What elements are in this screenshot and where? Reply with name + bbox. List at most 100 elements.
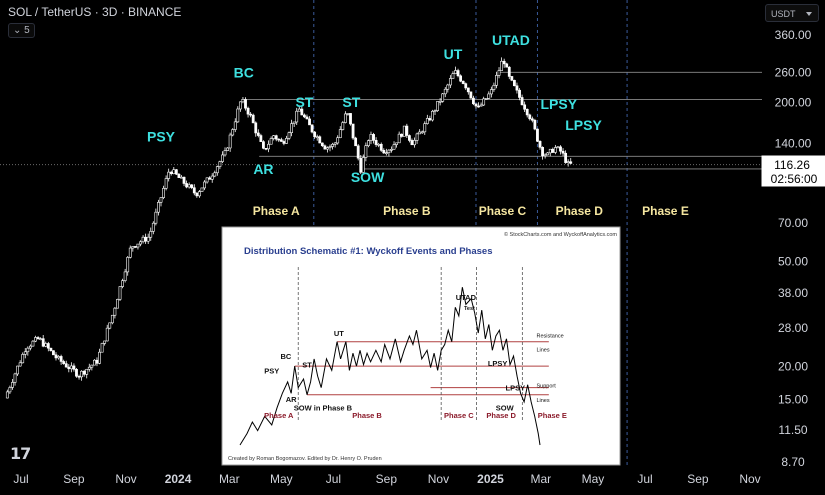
candle-body <box>551 148 555 153</box>
candle-body <box>113 307 117 316</box>
candle-body <box>441 93 445 102</box>
inset-background <box>221 226 621 466</box>
candle-body <box>231 129 235 136</box>
candle-body <box>566 161 570 164</box>
y-tick-label: 260.00 <box>775 65 812 79</box>
candle-body <box>505 63 509 68</box>
candle-body <box>328 146 332 148</box>
candle-body <box>228 134 232 149</box>
candle-body <box>487 93 491 99</box>
candle-body <box>466 87 470 93</box>
candle-body <box>559 146 562 152</box>
candle-body <box>338 129 342 139</box>
candle-body <box>384 152 388 154</box>
candle-body <box>39 338 43 340</box>
candle-body <box>402 125 406 137</box>
candle-body <box>210 175 214 180</box>
candle-body <box>372 134 375 141</box>
candle-body <box>272 135 276 139</box>
candle-body <box>208 177 212 180</box>
candle-body <box>226 147 229 151</box>
candle-body <box>438 101 442 103</box>
candle-body <box>182 176 186 184</box>
candle-body <box>200 187 204 192</box>
candle-body <box>195 192 199 197</box>
x-tick-label: Nov <box>115 472 136 486</box>
candle-body <box>500 60 503 71</box>
candle-body <box>213 172 217 177</box>
candle-body <box>34 337 37 342</box>
candle-body <box>285 138 288 144</box>
candle-body <box>82 370 86 375</box>
wyckoff-event-label: PSY <box>147 129 176 145</box>
candle-body <box>80 370 84 378</box>
inset-line-label: Lines <box>536 398 549 404</box>
candle-body <box>374 140 378 145</box>
candle-body <box>128 247 132 258</box>
x-tick-label: Jul <box>326 472 341 486</box>
inset-line-label: Resistance <box>536 333 563 339</box>
candle-body <box>249 113 253 116</box>
candle-body <box>192 187 196 194</box>
candle-body <box>569 161 573 164</box>
event-labels: PSY BC AR ST ST SOW UT UTAD LPSY LPSY <box>147 32 602 185</box>
candle-body <box>21 354 25 364</box>
inset-event-label: BC <box>280 352 291 361</box>
x-tick-label: May <box>582 472 605 486</box>
candles <box>5 57 573 399</box>
symbol-title[interactable]: SOL / TetherUS · 3D · BINANCE <box>8 5 182 19</box>
candle-body <box>46 343 50 349</box>
y-tick-label: 20.00 <box>778 360 808 374</box>
candle-body <box>451 73 455 79</box>
candle-body <box>241 99 245 103</box>
candle-body <box>62 361 66 364</box>
inset-event-label: LPSY <box>488 359 508 368</box>
candle-body <box>387 149 391 153</box>
candle-body <box>54 354 58 359</box>
y-tick-label: 70.00 <box>778 216 808 230</box>
candle-body <box>333 142 337 145</box>
candle-body <box>126 257 130 273</box>
candle-body <box>123 271 127 281</box>
candle-body <box>297 108 301 112</box>
candle-body <box>382 150 386 154</box>
inset-phase-label: Phase A <box>264 411 294 420</box>
phase-label: Phase E <box>642 204 689 218</box>
price-axis[interactable]: 360.00260.00200.00140.00100.0070.0050.00… <box>775 28 812 469</box>
candle-body <box>431 110 434 121</box>
candle-body <box>354 137 358 147</box>
inset-price-path <box>239 287 541 446</box>
candle-body <box>52 350 55 356</box>
x-tick-label: Sep <box>687 472 709 486</box>
candle-body <box>397 133 401 144</box>
level-lines <box>0 71 762 170</box>
candle-body <box>367 140 370 146</box>
indicator-toggle[interactable]: ⌄ 5 <box>8 23 35 38</box>
y-tick-label: 200.00 <box>775 95 812 109</box>
candle-body <box>279 139 283 142</box>
candle-body <box>343 113 347 123</box>
candle-body <box>433 110 437 112</box>
candle-body <box>218 161 222 167</box>
candle-body <box>308 118 311 126</box>
candle-body <box>356 145 360 159</box>
candle-body <box>274 135 278 140</box>
x-tick-label: Nov <box>428 472 449 486</box>
candle-body <box>546 152 550 156</box>
candle-body <box>187 184 191 188</box>
candle-body <box>103 340 107 344</box>
currency-select[interactable]: USDT <box>765 4 819 22</box>
candle-body <box>326 147 329 150</box>
candle-body <box>523 104 527 110</box>
candle-body <box>482 98 486 106</box>
candle-body <box>525 108 529 116</box>
candle-body <box>300 108 304 116</box>
candle-body <box>26 347 30 353</box>
candle-body <box>277 138 281 141</box>
candle-body <box>515 85 519 91</box>
time-axis[interactable]: Jul Sep Nov 2024 Mar May Jul Sep Nov 2025 Mar May Ju… <box>13 472 760 486</box>
candle-body <box>162 188 165 198</box>
wyckoff-event-label: UT <box>444 46 463 62</box>
candle-body <box>564 152 568 163</box>
